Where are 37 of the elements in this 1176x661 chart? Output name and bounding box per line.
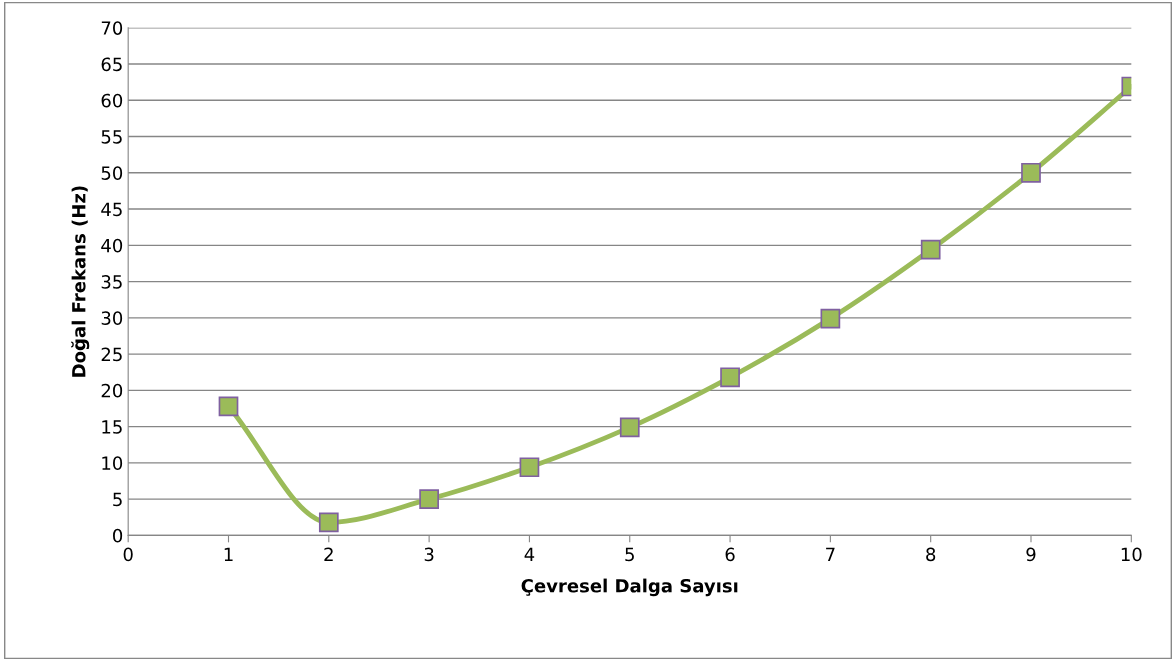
x-tick-label: 4	[524, 547, 535, 561]
x-tick-label: 3	[424, 547, 434, 562]
y-axis-title: Doğal Frekans (Hz)	[71, 186, 90, 377]
x-tick-label: 2	[324, 547, 333, 561]
point	[318, 512, 339, 533]
point	[920, 239, 941, 260]
y-tick-label: 15	[102, 420, 122, 434]
point	[720, 367, 740, 388]
y-tick-label: 20	[101, 383, 123, 398]
y-tick-label: 25	[101, 347, 122, 362]
y-tick-label: 10	[102, 456, 123, 471]
point	[519, 457, 540, 478]
x-tick-label: 1	[224, 547, 233, 561]
x-tick-label: 8	[926, 547, 936, 562]
x-tick-label: 6	[725, 547, 735, 562]
y-tick-label: 70	[101, 21, 123, 35]
x-axis-title: Çevresel Dalga Sayısı	[521, 578, 738, 597]
y-tick-label: 40	[101, 238, 123, 253]
x-tick-label: 10	[1121, 547, 1142, 562]
point	[218, 396, 239, 417]
x-tick-label: 0	[123, 547, 133, 562]
y-tick-label: 45	[101, 202, 122, 217]
y-tick-label: 30	[101, 311, 123, 325]
point	[820, 308, 841, 329]
x-tick-label: 7	[826, 547, 835, 561]
x-tick-label: 9	[1026, 547, 1036, 562]
y-tick-label: 55	[101, 130, 122, 144]
x-tick-label: 5	[625, 547, 634, 562]
point	[419, 489, 439, 510]
y-tick-label: 0	[113, 528, 123, 543]
y-tick-label: 50	[101, 166, 123, 180]
point	[1021, 162, 1041, 183]
y-tick-label: 65	[101, 57, 122, 72]
y-tick-label: 5	[113, 492, 122, 507]
point	[619, 417, 640, 438]
y-tick-label: 60	[101, 93, 123, 108]
y-tick-label: 35	[101, 275, 122, 289]
